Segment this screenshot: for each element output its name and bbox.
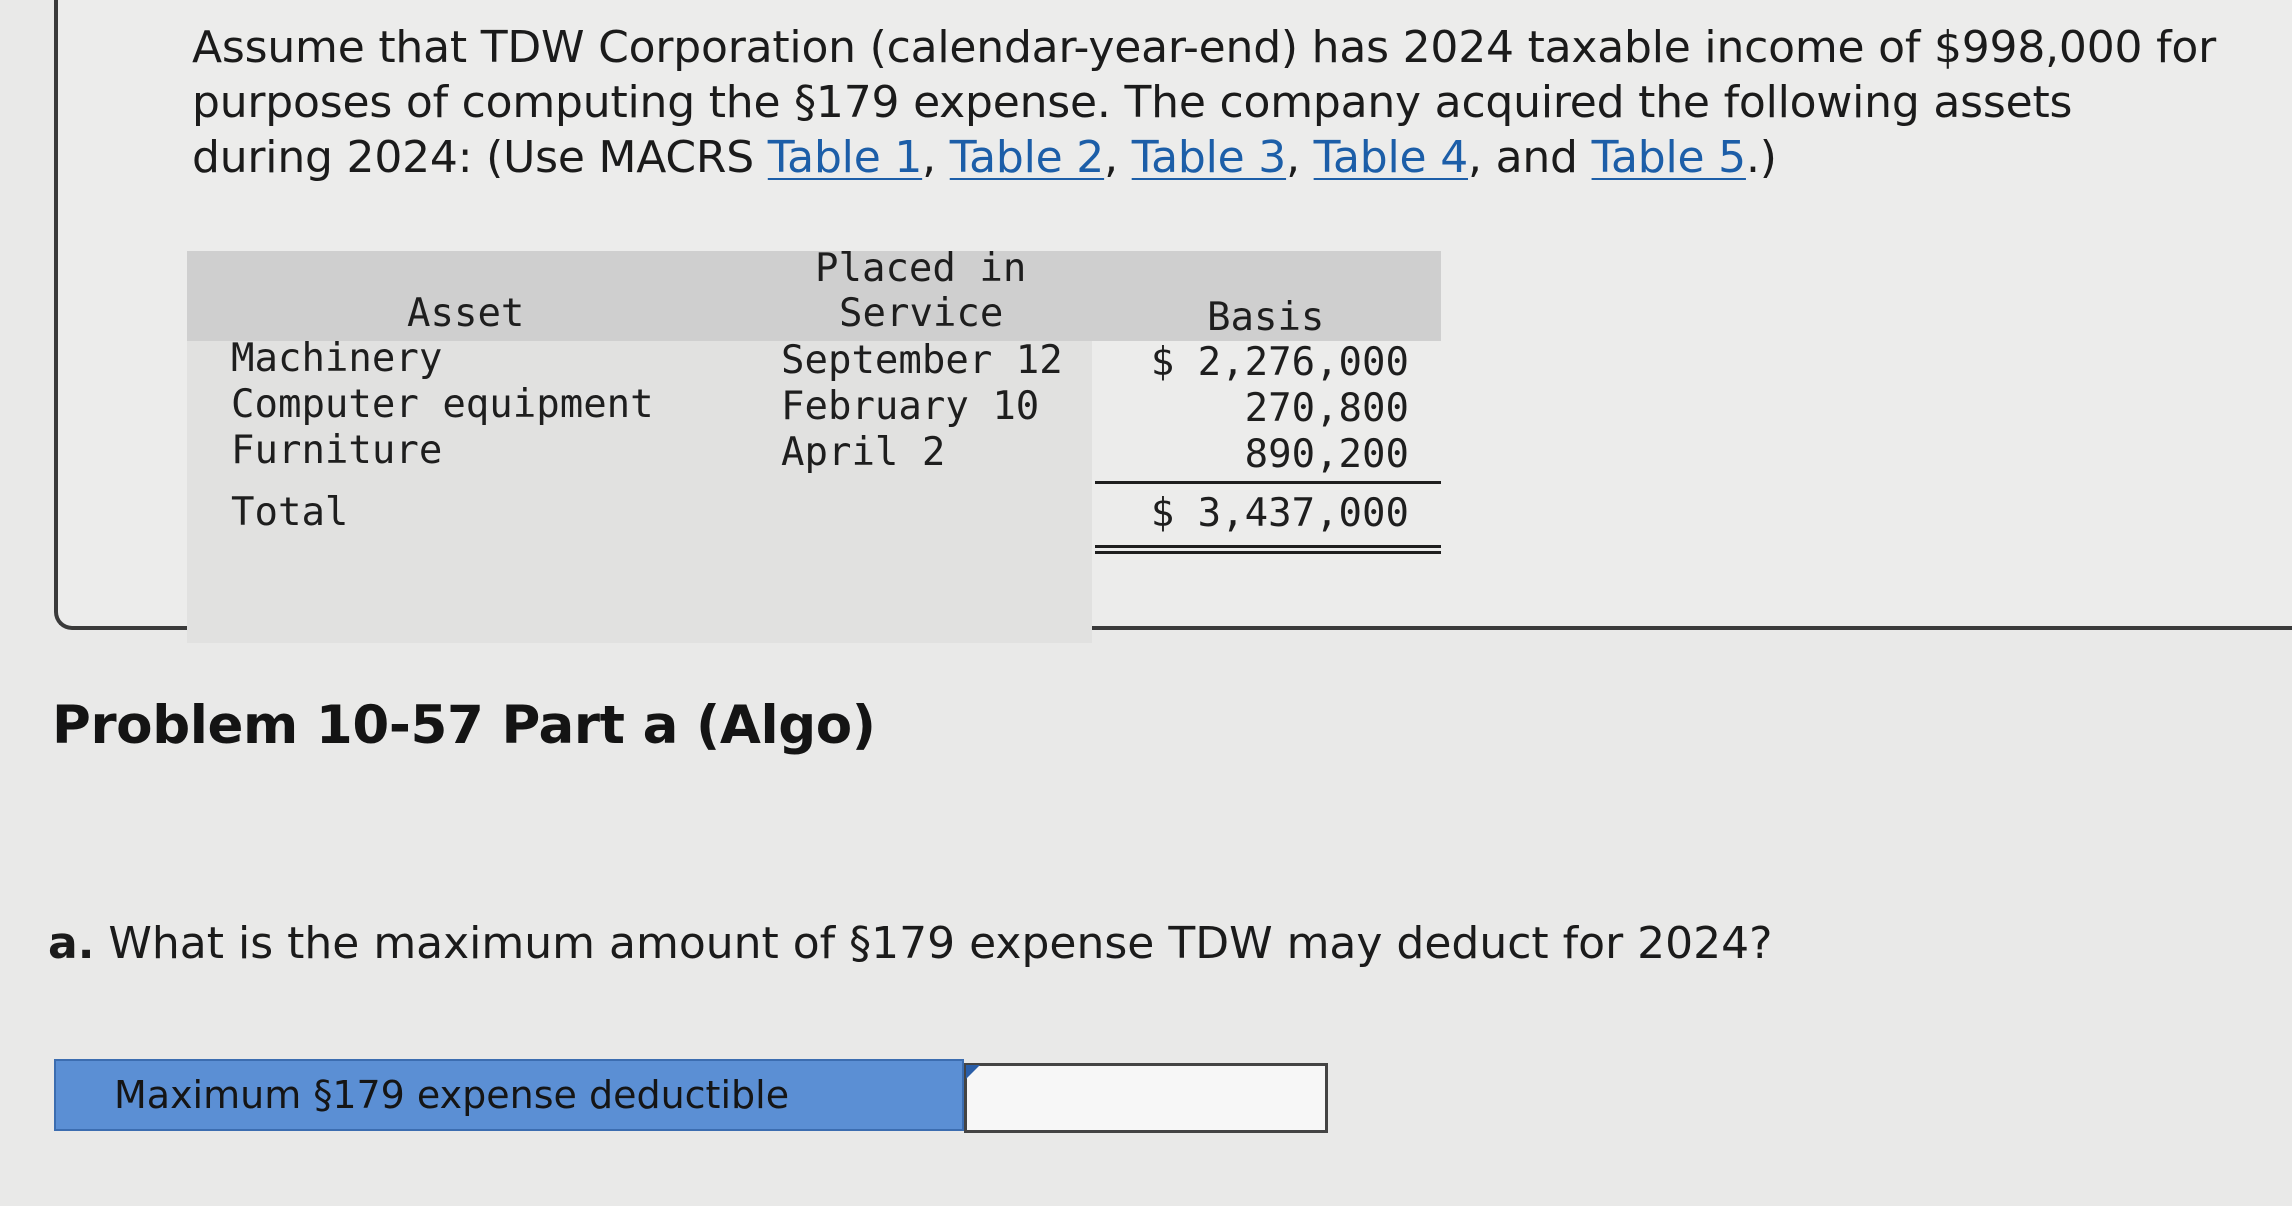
separator: , [922, 132, 950, 183]
header-asset: Asset [407, 291, 525, 336]
question-letter: a. [48, 918, 95, 969]
statement-text: Assume that TDW Corporation (calendar-ye… [192, 22, 2217, 183]
row-computer-placed: February 10 [781, 384, 1040, 429]
row-machinery-asset: Machinery [231, 336, 443, 381]
row-furniture-basis: 890,200 [1244, 432, 1409, 477]
problem-statement: Assume that TDW Corporation (calendar-ye… [192, 20, 2222, 185]
table3-link[interactable]: Table 3 [1131, 132, 1287, 183]
separator: , [1104, 132, 1132, 183]
table4-link[interactable]: Table 4 [1313, 132, 1469, 183]
total-double-rule-top [1095, 545, 1441, 548]
problem-title: Problem 10-57 Part a (Algo) [52, 695, 876, 756]
separator: , [1286, 132, 1314, 183]
answer-label: Maximum §179 expense deductible [54, 1059, 964, 1131]
table-header [187, 251, 1441, 341]
row-machinery-basis: $ 2,276,000 [1150, 340, 1409, 385]
max-179-expense-input[interactable] [964, 1063, 1328, 1133]
question-a: a. What is the maximum amount of §179 ex… [48, 918, 1773, 969]
question-text: What is the maximum amount of §179 expen… [94, 918, 1773, 969]
header-placed-line2: Service [839, 291, 1004, 336]
total-label: Total [231, 490, 349, 535]
row-furniture-asset: Furniture [231, 428, 443, 473]
statement-end: .) [1745, 132, 1777, 183]
input-marker-icon [966, 1065, 980, 1079]
answer-row: Maximum §179 expense deductible [54, 1059, 1328, 1133]
header-basis: Basis [1207, 295, 1325, 340]
table-body-shade [187, 341, 1092, 643]
row-computer-asset: Computer equipment [231, 382, 654, 427]
row-furniture-placed: April 2 [781, 430, 946, 475]
table5-link[interactable]: Table 5 [1591, 132, 1747, 183]
subtotal-rule [1095, 481, 1441, 484]
row-computer-basis: 270,800 [1244, 386, 1409, 431]
separator: , and [1468, 132, 1592, 183]
total-double-rule-bottom [1095, 551, 1441, 554]
total-value: $ 3,437,000 [1150, 491, 1409, 536]
header-placed-line1: Placed in [815, 246, 1027, 291]
table2-link[interactable]: Table 2 [949, 132, 1105, 183]
table1-link[interactable]: Table 1 [767, 132, 923, 183]
row-machinery-placed: September 12 [781, 338, 1063, 383]
